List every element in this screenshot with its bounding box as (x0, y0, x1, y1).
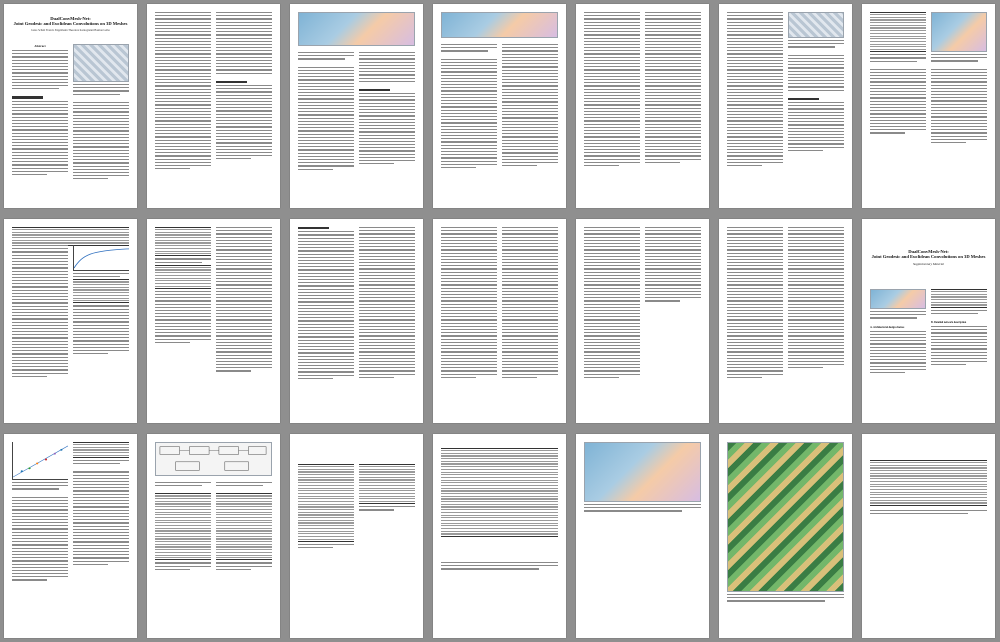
training-curve-line (73, 248, 130, 269)
scene-results-figure (727, 442, 844, 592)
layer-table-2 (216, 493, 272, 561)
teaser-figure (73, 44, 129, 82)
paper-authors: Jonas Schult Francis Engelmann Theodora … (31, 28, 110, 32)
page-13[interactable] (719, 219, 852, 423)
page-21[interactable] (862, 434, 995, 638)
page-15[interactable] (4, 434, 137, 638)
paper-title-line-1: DualConvMesh-Net: (50, 16, 91, 21)
ablation-table (73, 279, 129, 304)
scatter-plot-marks (12, 445, 69, 478)
per-class-table (441, 448, 558, 537)
page-11[interactable] (433, 219, 566, 423)
page-6[interactable] (719, 4, 852, 208)
page-2[interactable] (147, 4, 280, 208)
document-pages-grid: DualConvMesh-Net: Joint Geodesic and Euc… (4, 4, 996, 638)
page-5[interactable] (576, 4, 709, 208)
method-overview-figure (298, 12, 415, 46)
page-12[interactable] (576, 219, 709, 423)
page-10[interactable] (290, 219, 423, 423)
supp-title-line-2: Joint Geodesic and Euclidean Convolution… (871, 254, 986, 260)
page-19[interactable] (576, 434, 709, 638)
network-diagram (155, 442, 272, 476)
supp-table-1 (931, 289, 987, 308)
results-table (870, 12, 926, 53)
page-4[interactable] (433, 4, 566, 208)
class-results-table (12, 227, 129, 246)
abstract-heading: Abstract (34, 44, 46, 48)
section-b-heading: B. Detailed network description (931, 321, 967, 324)
layer-table-3 (298, 464, 354, 542)
page-8[interactable] (4, 219, 137, 423)
runtime-table (870, 460, 987, 506)
page-9[interactable] (147, 219, 280, 423)
sampling-figure (788, 12, 844, 38)
supp-figure (870, 289, 926, 309)
timing-table (73, 442, 129, 458)
page-3[interactable] (290, 4, 423, 208)
layer-table-1 (155, 493, 211, 561)
network-diagram-blocks (159, 446, 267, 471)
architecture-figure (441, 12, 558, 38)
page-14[interactable]: DualConvMesh-Net: Joint Geodesic and Euc… (862, 219, 995, 423)
page-16[interactable] (147, 434, 280, 638)
supplementary-label: Supplementary Material (912, 261, 945, 266)
page-1[interactable]: DualConvMesh-Net: Joint Geodesic and Euc… (4, 4, 137, 208)
training-curve-plot (73, 245, 130, 271)
paper-title-line-2: Joint Geodesic and Euclidean Convolution… (13, 21, 128, 27)
page-20[interactable] (719, 434, 852, 638)
section-a-heading: A. Architectural design choices (870, 325, 905, 329)
supp-title-line-1: DualConvMesh-Net: (908, 249, 949, 254)
page-7[interactable] (862, 4, 995, 208)
page-1-body: Abstract (12, 44, 129, 200)
comparison-table-2 (155, 264, 211, 289)
comparison-table-1 (155, 227, 211, 257)
page-18[interactable] (433, 434, 566, 638)
scatter-plot (12, 442, 69, 480)
qualitative-figure (931, 12, 987, 52)
supplementary-title-block: DualConvMesh-Net: Joint Geodesic and Euc… (862, 219, 995, 266)
paper-title-block: DualConvMesh-Net: Joint Geodesic and Euc… (4, 4, 137, 32)
qualitative-results-grid (584, 442, 701, 502)
layer-table-4 (359, 464, 415, 505)
page-17[interactable] (290, 434, 423, 638)
